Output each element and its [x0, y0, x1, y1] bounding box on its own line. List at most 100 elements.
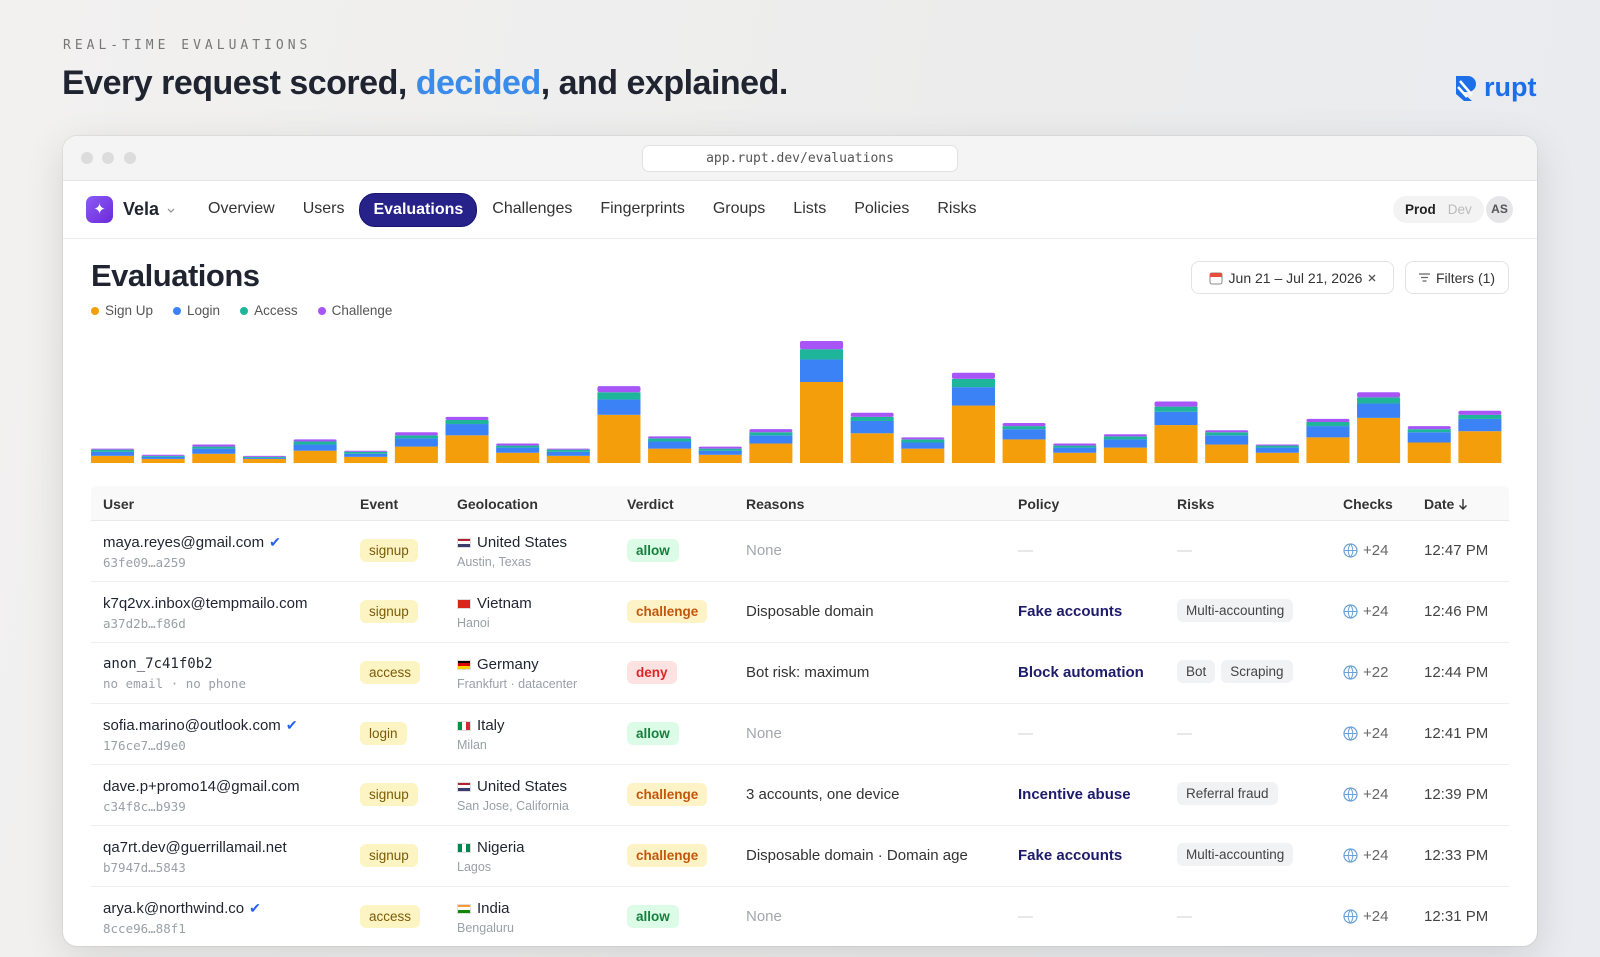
policy[interactable]: Incentive abuse — [1018, 786, 1131, 803]
globe-lines — [1344, 604, 1357, 619]
column-label: Checks — [1343, 496, 1393, 512]
checks-count: +24 — [1363, 908, 1389, 925]
geo-cell: Germany Frankfurt · datacenter — [457, 656, 577, 691]
table-row[interactable]: maya.reyes@gmail.com ✔ 63fe09…a259 signup Un… — [91, 521, 1509, 582]
table-row[interactable]: dave.p+promo14@gmail.com c34f8c…b939 signu… — [91, 765, 1509, 826]
user-line: k7q2vx.inbox@tempmailo.com — [103, 595, 307, 612]
checks-count: +24 — [1363, 725, 1389, 742]
flag-stripe — [458, 787, 470, 791]
reasons: None — [746, 908, 782, 925]
bar-segment — [394, 446, 438, 463]
flag — [457, 781, 471, 792]
filters-button[interactable]: Filters (1) — [1405, 261, 1509, 294]
policy[interactable]: Fake accounts — [1018, 847, 1123, 864]
flag-stripe — [462, 843, 466, 852]
geo-line: Germany — [457, 656, 577, 673]
nav-item[interactable]: Lists — [793, 200, 827, 217]
legend-label: Login — [187, 303, 221, 318]
legend-label: Challenge — [331, 303, 393, 318]
geo-cell: India Bengaluru — [457, 900, 514, 935]
url-bar[interactable]: app.rupt.dev/evaluations — [642, 145, 958, 172]
bar-segment — [1357, 403, 1401, 418]
bar-segment — [1103, 439, 1147, 448]
bar-segment — [1306, 421, 1350, 427]
nav-item[interactable]: Evaluations — [359, 193, 478, 227]
bar-segment — [192, 446, 236, 449]
bar-segment — [1306, 437, 1350, 463]
legend-item: Login — [173, 303, 220, 318]
bar-segment — [1458, 414, 1502, 419]
geo-cell: United States Austin, Texas — [457, 534, 567, 569]
bar-segment — [901, 439, 945, 443]
nav-item[interactable]: Policies — [854, 200, 910, 217]
flag-stripe — [458, 660, 470, 664]
place: Hanoi — [457, 616, 490, 630]
column-label: Policy — [1018, 496, 1060, 512]
title-bar: app.rupt.dev/evaluations — [63, 136, 1537, 181]
reasons: Disposable domain — [746, 603, 874, 620]
nav-item[interactable]: Overview — [208, 200, 275, 217]
nav-item[interactable]: Challenges — [492, 200, 573, 217]
env-toggle[interactable]: Prod Dev — [1393, 196, 1484, 223]
nav-item[interactable]: Users — [302, 200, 345, 217]
verdict-pill: allow — [627, 539, 679, 562]
clear-icon[interactable] — [1368, 274, 1376, 282]
globe-icon — [1343, 665, 1358, 680]
table-row[interactable]: anon_7c41f0b2 no email · no phone access Ge… — [91, 643, 1509, 704]
checks: +24 — [1343, 908, 1388, 925]
date-range-button[interactable]: Jun 21 – Jul 21, 2026 — [1191, 261, 1394, 294]
bar-segment — [242, 458, 286, 463]
column-header[interactable]: Reasons — [746, 496, 804, 512]
table-row[interactable]: qa7rt.dev@guerrillamail.net b7947d…5843 si… — [91, 826, 1509, 887]
column-header[interactable]: Policy — [1018, 496, 1059, 512]
table-row[interactable]: arya.k@northwind.co ✔ 8cce96…88f1 access Ind… — [91, 887, 1509, 946]
globe-lines — [1344, 787, 1357, 802]
column-header[interactable]: Geolocation — [457, 496, 538, 512]
nav-item[interactable]: Groups — [712, 200, 766, 217]
env-option[interactable]: Prod — [1405, 202, 1436, 217]
page-title: Evaluations — [91, 258, 260, 293]
table-row[interactable]: sofia.marino@outlook.com ✔ 176ce7…d9e0 logi… — [91, 704, 1509, 765]
checks-count: +24 — [1363, 847, 1389, 864]
user-name: dave.p+promo14@gmail.com — [103, 778, 300, 795]
flag-stripe — [462, 721, 466, 730]
nav-item[interactable]: Risks — [937, 200, 977, 217]
reasons: 3 accounts, one device — [746, 786, 900, 803]
checks: +24 — [1343, 786, 1388, 803]
bar-segment — [648, 441, 692, 449]
risks: — — [1177, 542, 1192, 559]
bar-segment — [597, 392, 641, 400]
flag-stripe — [458, 599, 470, 608]
policy[interactable]: Fake accounts — [1018, 603, 1123, 620]
table-row[interactable]: k7q2vx.inbox@tempmailo.com a37d2b…f86d sig… — [91, 582, 1509, 643]
headline-part: Every request scored, — [62, 64, 416, 102]
flag-stripe — [458, 665, 470, 669]
column-header[interactable]: Verdict — [627, 496, 674, 512]
bar-segment — [394, 435, 438, 439]
bar-segment — [344, 456, 388, 463]
bar-segment — [1103, 447, 1147, 463]
bar-segment — [141, 454, 185, 456]
bar-segment — [1357, 392, 1401, 398]
workspace-name[interactable]: Vela — [123, 199, 160, 219]
flag-stripe — [458, 785, 470, 788]
policy[interactable]: Block automation — [1018, 664, 1144, 681]
nav-item[interactable]: Fingerprints — [600, 200, 685, 217]
bar-segment — [192, 444, 236, 447]
env-option[interactable]: Dev — [1447, 202, 1472, 217]
column-header[interactable]: Event — [360, 496, 398, 512]
column-header[interactable]: Risks — [1177, 496, 1214, 512]
avatar[interactable]: AS — [1486, 196, 1513, 223]
table-header: User Event Geolocation Verdict Reasons Policy… — [91, 486, 1509, 521]
bar-segment — [546, 449, 590, 452]
column-header[interactable]: Checks — [1343, 496, 1393, 512]
place: Frankfurt · datacenter — [457, 677, 578, 691]
bar-segment — [749, 429, 793, 433]
bar-segment — [1002, 429, 1046, 440]
column-header[interactable]: User — [103, 496, 134, 512]
risks: Multi-accounting — [1177, 843, 1294, 866]
geo-cell: Italy Milan — [457, 717, 505, 752]
column-header[interactable]: Date — [1424, 496, 1468, 512]
place: Bengaluru — [457, 921, 514, 935]
bar-segment — [1103, 436, 1147, 440]
